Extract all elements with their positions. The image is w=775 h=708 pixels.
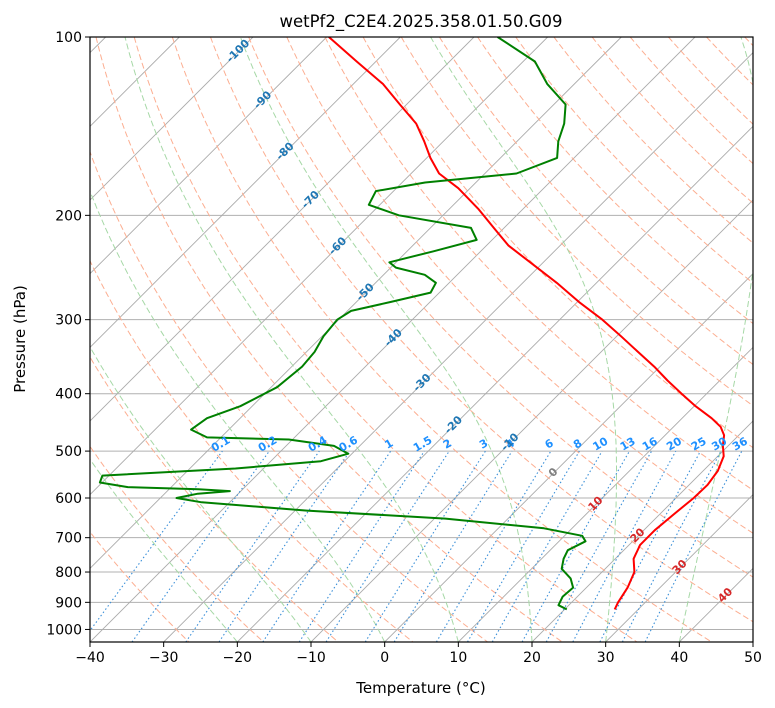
isotherm-line: [384, 273, 753, 642]
x-tick-label: 50: [744, 650, 762, 666]
dewpoint-profile-line: [98, 37, 587, 611]
moist-adiabat-line: [239, 37, 533, 642]
isotherm-line: [237, 125, 753, 642]
mixing-ratio-line: [218, 450, 351, 642]
x-tick-label: 0: [380, 650, 389, 666]
y-tick-label: 600: [55, 491, 82, 507]
plot-area: [90, 37, 753, 642]
mixing-ratio-line: [545, 450, 653, 642]
y-tick-label: 400: [55, 387, 82, 403]
dry-adiabat-line: [477, 37, 753, 325]
y-tick-label: 200: [55, 208, 82, 224]
moist-adiabat-line: [678, 37, 753, 642]
moist-adiabat-line: [124, 37, 459, 642]
isotherm-line: [90, 37, 254, 201]
background-lines: [90, 37, 753, 642]
mixing-ratio-line: [90, 450, 223, 632]
mixing-ratio-line: [262, 450, 392, 642]
mixing-ratio-line: [521, 450, 630, 642]
isotherm-line: [90, 37, 327, 275]
x-tick-label: 10: [449, 650, 467, 666]
isotherm-line: [458, 346, 753, 642]
isotherm-line: [605, 494, 753, 642]
mixing-ratio-line: [131, 450, 270, 642]
y-axis: 100 200 300 400 500 600 700 800 900 1000: [46, 30, 90, 638]
isotherm-line: [90, 37, 548, 496]
isotherm-line: [90, 37, 401, 348]
dry-adiabat-line: [515, 37, 753, 284]
isotherm-line: [163, 52, 753, 642]
dry-adiabat-line: [171, 37, 712, 642]
isotherm-line: [531, 420, 753, 642]
dry-adiabat-line: [591, 37, 753, 204]
y-tick-label: 100: [55, 30, 82, 46]
y-tick-label: 1000: [46, 622, 82, 638]
isotherm-line: [90, 37, 475, 422]
x-tick-label: 20: [523, 650, 541, 666]
y-tick-label: 900: [55, 595, 82, 611]
isotherm-line: [90, 37, 622, 569]
x-tick-label: 40: [670, 650, 688, 666]
mixing-ratio-line: [572, 450, 677, 642]
mixing-ratio-line: [185, 450, 320, 642]
moist-adiabat-line: [90, 189, 386, 642]
dry-adiabat-line: [90, 445, 264, 642]
isotherm-line: [310, 199, 753, 642]
mixing-ratio-line: [644, 450, 743, 642]
moist-adiabat-line: [90, 345, 312, 642]
x-tick-label: −30: [149, 650, 179, 666]
isotherm-line: [90, 37, 696, 642]
dry-adiabat-line: [90, 259, 414, 642]
y-tick-label: 500: [55, 444, 82, 460]
dry-adiabat-line: [362, 37, 753, 449]
temperature-profile-line: [328, 37, 726, 610]
dry-adiabat-line: [248, 37, 753, 578]
plot-frame: [89, 36, 754, 643]
dry-adiabat-line: [133, 37, 638, 642]
y-axis-title: Pressure (hPa): [11, 285, 29, 393]
dry-adiabat-line: [438, 37, 753, 366]
moist-adiabat-line: [90, 458, 238, 642]
y-tick-label: 800: [55, 565, 82, 581]
x-tick-label: −20: [223, 650, 253, 666]
chart-title: wetPf2_C2E4.2025.358.01.50.G09: [279, 12, 562, 32]
moist-adiabat-line: [430, 37, 617, 642]
y-tick-label: 700: [55, 531, 82, 547]
dry-adiabat-line: [90, 531, 190, 642]
x-tick-label: −40: [75, 650, 105, 666]
x-tick-label: −10: [296, 650, 326, 666]
dry-adiabat-line: [95, 37, 563, 642]
x-axis: −40 −30 −20 −10 0 10 20 30 40 50: [75, 642, 762, 666]
mixing-ratio-line: [325, 450, 450, 642]
mixing-ratio-line: [298, 450, 425, 642]
dry-adiabat-line: [210, 37, 753, 623]
dry-adiabat-line: [629, 37, 753, 165]
x-tick-label: 30: [597, 650, 615, 666]
dry-adiabat-line: [400, 37, 753, 407]
sounding-profiles: [98, 37, 726, 611]
y-tick-label: 300: [55, 313, 82, 329]
x-axis-title: Temperature (°C): [355, 679, 485, 697]
mixing-ratio-line: [393, 450, 513, 642]
